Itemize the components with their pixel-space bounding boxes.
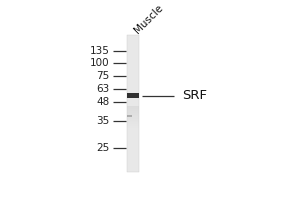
Bar: [127, 119, 139, 120]
Bar: [127, 120, 139, 121]
Bar: [127, 111, 139, 112]
Text: 100: 100: [90, 58, 110, 68]
Bar: [127, 113, 139, 114]
Text: 75: 75: [96, 71, 110, 81]
Bar: [127, 122, 139, 123]
Bar: [127, 117, 139, 119]
Text: 25: 25: [96, 143, 110, 153]
Text: SRF: SRF: [182, 89, 207, 102]
Bar: [127, 108, 139, 109]
Bar: [127, 121, 139, 122]
Bar: [127, 93, 139, 98]
Bar: [127, 35, 139, 172]
Text: 63: 63: [96, 84, 110, 94]
Bar: [127, 107, 139, 108]
Bar: [127, 125, 139, 126]
Bar: [127, 115, 139, 116]
Bar: [127, 116, 139, 117]
Bar: [127, 114, 139, 115]
Text: 135: 135: [90, 46, 110, 56]
Bar: [127, 109, 139, 111]
Bar: [127, 128, 139, 129]
Bar: [127, 124, 139, 125]
Bar: [127, 115, 132, 117]
Bar: [127, 123, 139, 124]
Text: 48: 48: [96, 97, 110, 107]
Bar: [127, 126, 139, 128]
Text: Muscle: Muscle: [133, 3, 165, 36]
Text: 35: 35: [96, 116, 110, 126]
Bar: [127, 112, 139, 113]
Bar: [127, 106, 139, 107]
